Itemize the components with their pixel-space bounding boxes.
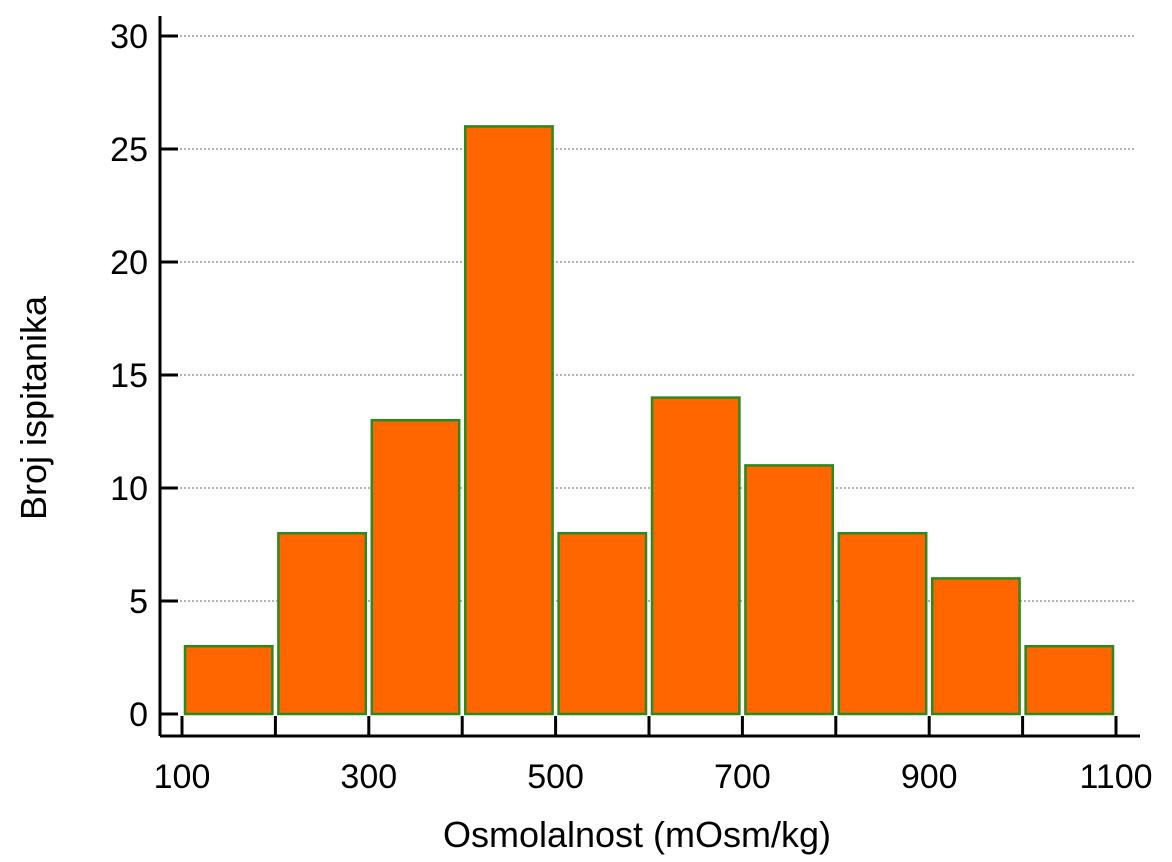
bars [183,125,1115,716]
x-tick-label: 500 [527,758,584,796]
x-tick-label: 900 [901,758,958,796]
bar-200-300 [277,531,368,716]
ticks [160,34,1118,736]
y-tick-label: 30 [110,18,148,56]
bar-300-400 [370,418,461,716]
y-tick-label: 0 [129,696,148,734]
bar-100-200 [183,644,274,716]
bar-900-1000 [930,577,1021,716]
x-tick-label: 100 [154,758,211,796]
gridlines [160,35,1136,602]
y-axis-title: Broj ispitanika [13,295,54,520]
x-tick-labels: 100 300 500 700 900 1100 [154,758,1153,796]
x-axis-title: Osmolalnost (mOsm/kg) [443,814,831,855]
y-tick-labels: 0 5 10 15 20 25 30 [110,18,148,734]
bar-700-800 [744,464,835,716]
bar-600-700 [650,396,741,716]
bar-500-600 [557,531,648,716]
y-tick-label: 20 [110,244,148,282]
x-tick-label: 300 [340,758,397,796]
x-tick-label: 1100 [1079,758,1152,796]
y-tick-label: 15 [110,357,148,395]
y-tick-label: 25 [110,131,148,169]
bar-400-500 [463,125,554,716]
x-tick-label: 700 [714,758,771,796]
bar-1000-1100 [1024,644,1115,716]
y-tick-label: 5 [129,583,148,621]
bar-800-900 [837,531,928,716]
y-tick-label: 10 [110,470,148,508]
